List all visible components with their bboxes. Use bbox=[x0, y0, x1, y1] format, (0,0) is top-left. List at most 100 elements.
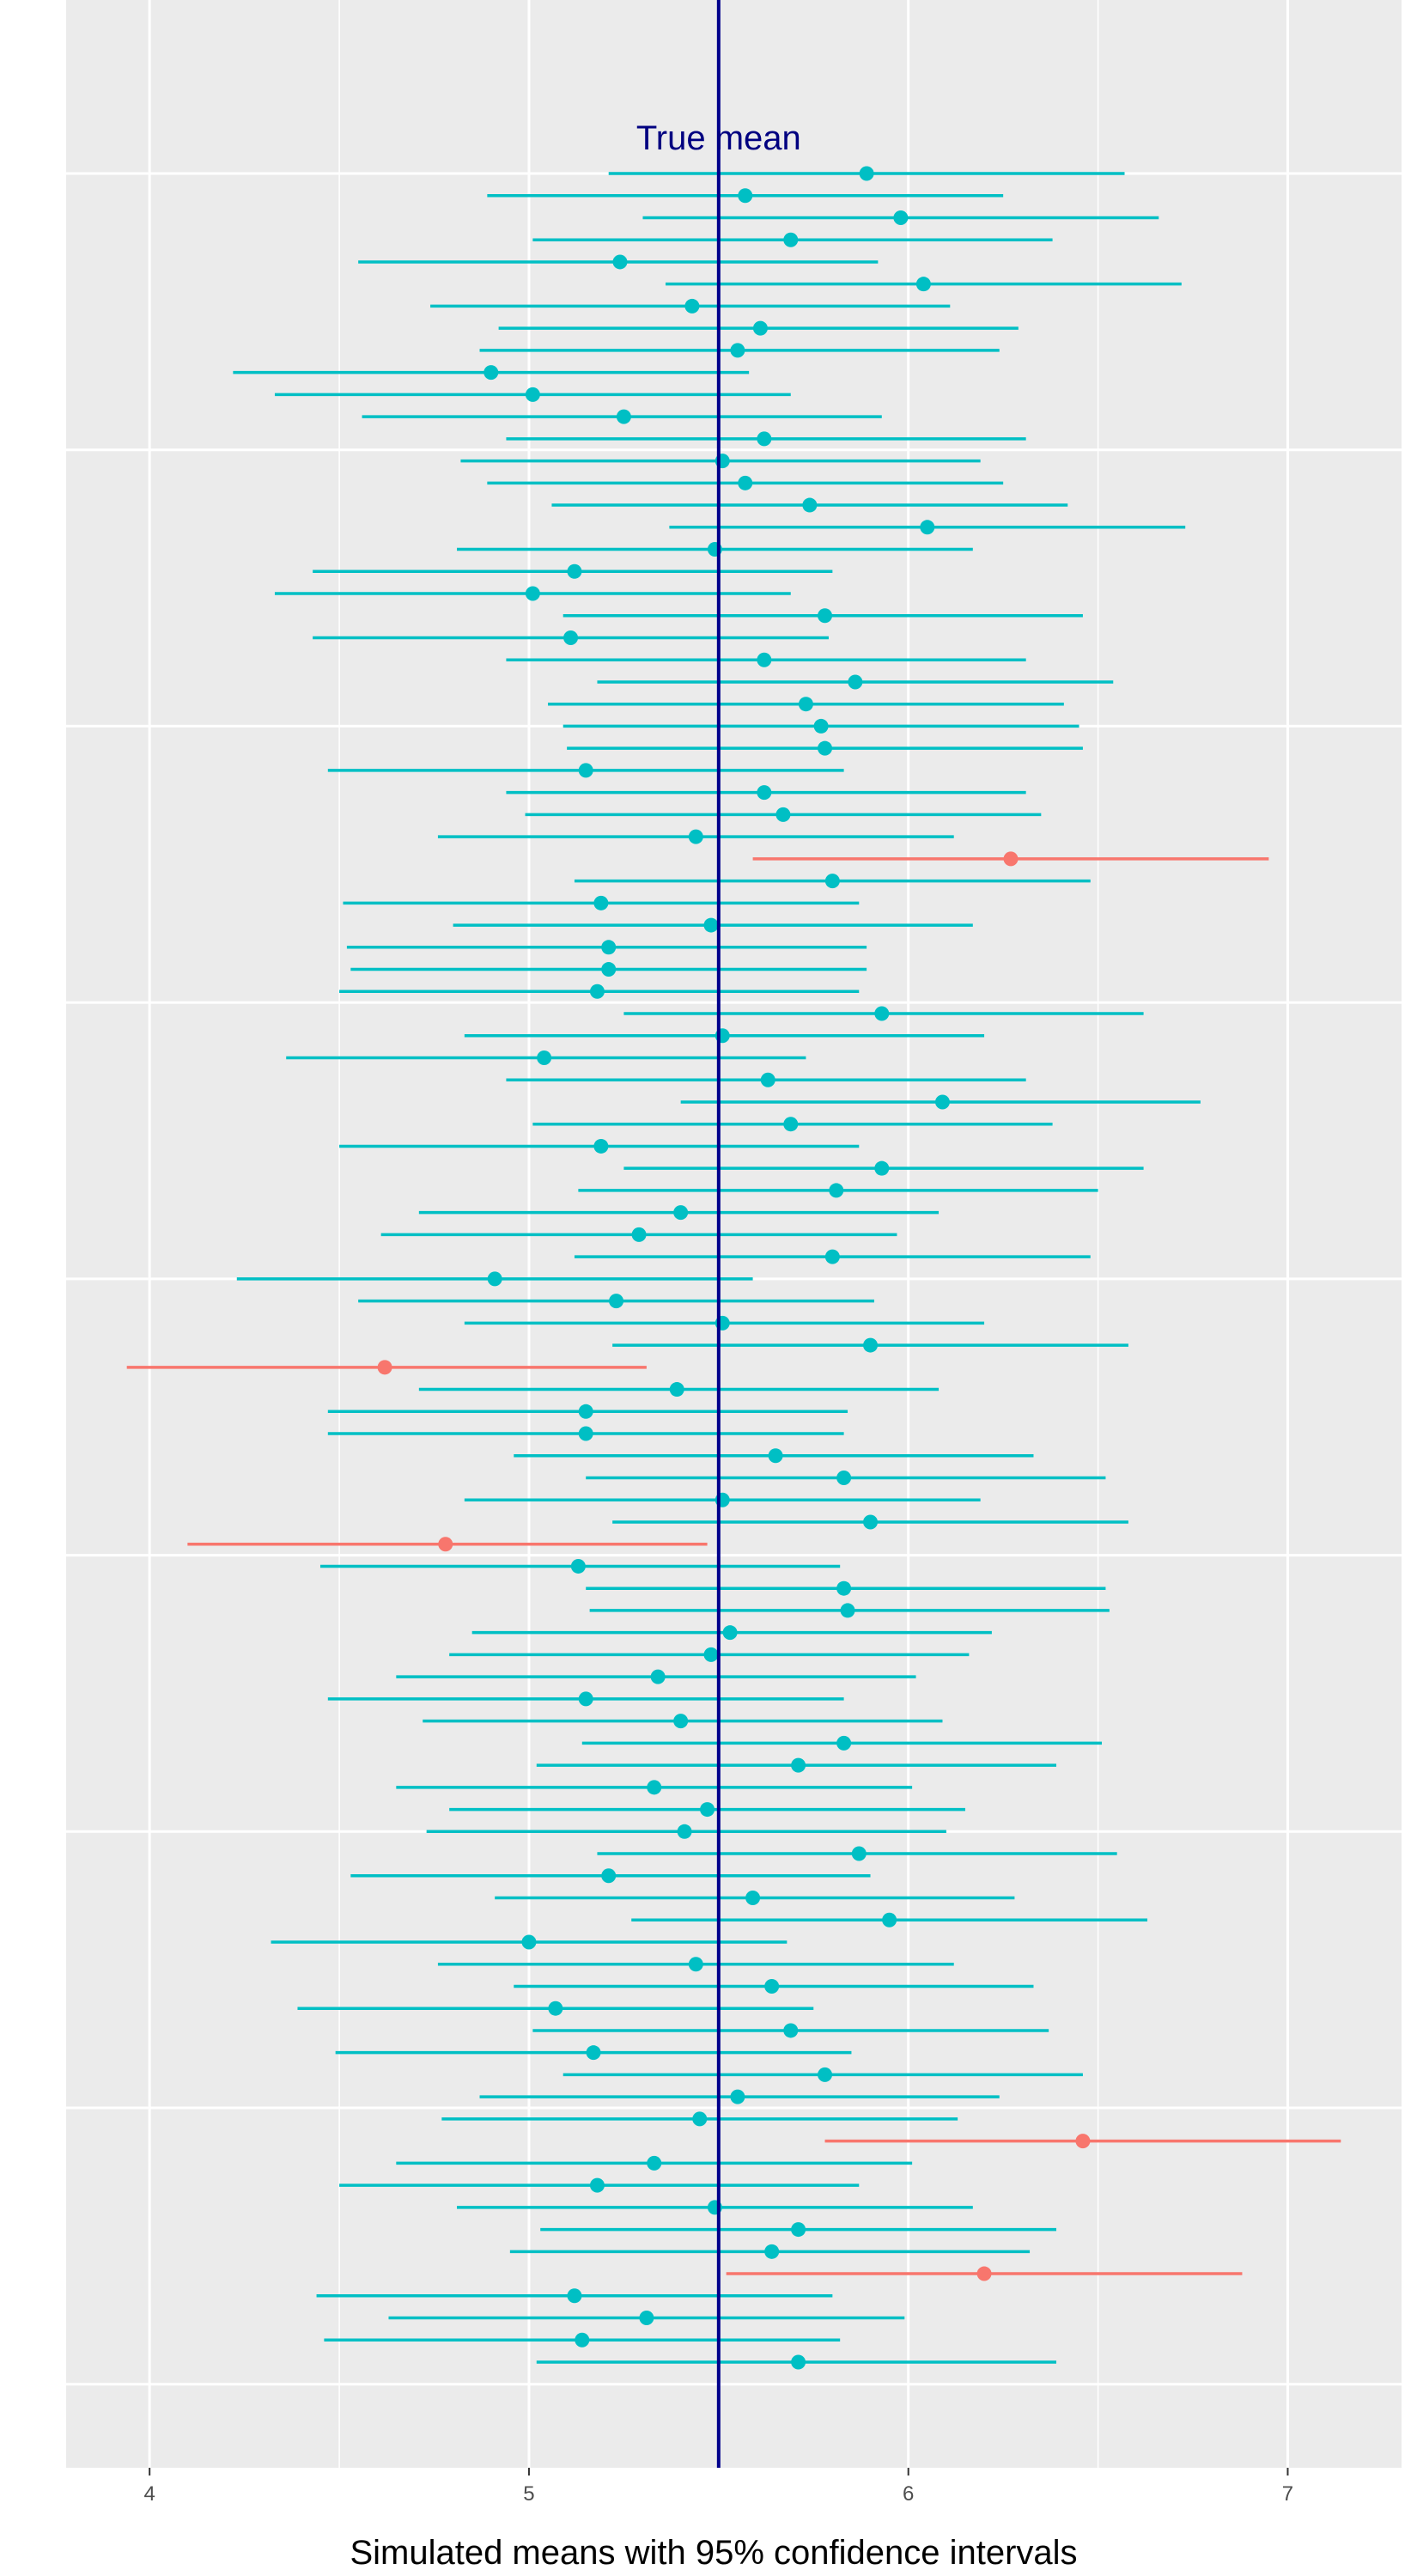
sample-mean-point bbox=[688, 829, 703, 844]
sample-mean-point bbox=[791, 1757, 806, 1773]
sample-mean-point bbox=[575, 2332, 590, 2348]
sample-mean-point bbox=[791, 2354, 806, 2370]
sample-mean-point bbox=[757, 652, 772, 667]
sample-mean-point bbox=[1003, 851, 1019, 867]
sample-mean-point bbox=[673, 1205, 689, 1221]
sample-mean-point bbox=[578, 1691, 593, 1707]
sample-mean-point bbox=[647, 1780, 662, 1795]
x-tick-label: 5 bbox=[523, 2482, 534, 2506]
sample-mean-point bbox=[601, 1868, 617, 1884]
sample-mean-point bbox=[818, 740, 833, 756]
sample-mean-point bbox=[601, 962, 617, 977]
sample-mean-point bbox=[738, 188, 753, 204]
sample-mean-point bbox=[813, 718, 829, 734]
sample-mean-point bbox=[548, 2001, 563, 2016]
sample-mean-point bbox=[525, 586, 540, 601]
sample-mean-point bbox=[863, 1514, 879, 1530]
sample-mean-point bbox=[757, 785, 772, 801]
sample-mean-point bbox=[570, 1558, 586, 1574]
sample-mean-point bbox=[874, 1160, 890, 1176]
sample-mean-point bbox=[700, 1802, 715, 1818]
sample-mean-point bbox=[764, 1978, 780, 1994]
sample-mean-point bbox=[722, 1625, 738, 1641]
sample-mean-point bbox=[601, 940, 617, 955]
sample-mean-point bbox=[915, 277, 931, 292]
sample-mean-point bbox=[783, 1117, 799, 1132]
sample-mean-point bbox=[673, 1714, 689, 1729]
sample-mean-point bbox=[609, 1294, 624, 1309]
sample-mean-point bbox=[616, 409, 631, 424]
sample-mean-point bbox=[764, 2244, 780, 2259]
sample-mean-point bbox=[586, 2045, 601, 2061]
sample-mean-point bbox=[563, 630, 579, 645]
sample-mean-point bbox=[589, 984, 605, 999]
sample-mean-point bbox=[612, 254, 628, 270]
sample-mean-point bbox=[647, 2155, 662, 2171]
sample-mean-point bbox=[976, 2266, 992, 2281]
x-tick-label: 6 bbox=[903, 2482, 914, 2506]
sample-mean-point bbox=[920, 520, 935, 535]
sample-mean-point bbox=[798, 697, 813, 712]
sample-mean-point bbox=[760, 1072, 775, 1087]
sample-mean-point bbox=[537, 1050, 552, 1065]
sample-mean-point bbox=[631, 1227, 647, 1242]
sample-mean-point bbox=[438, 1537, 453, 1552]
sample-mean-point bbox=[893, 210, 909, 225]
sample-mean-point bbox=[1075, 2134, 1091, 2149]
sample-mean-point bbox=[802, 497, 818, 513]
sample-mean-point bbox=[703, 917, 719, 933]
sample-mean-point bbox=[824, 874, 840, 889]
sample-mean-point bbox=[768, 1448, 783, 1464]
x-tick-label: 4 bbox=[144, 2482, 155, 2506]
sample-mean-point bbox=[840, 1603, 855, 1618]
sample-mean-point bbox=[818, 608, 833, 624]
sample-mean-point bbox=[684, 298, 700, 314]
sample-mean-point bbox=[730, 2089, 745, 2104]
sample-mean-point bbox=[783, 232, 799, 247]
x-tick-label: 7 bbox=[1282, 2482, 1293, 2506]
sample-mean-point bbox=[567, 2288, 582, 2304]
sample-mean-point bbox=[783, 2023, 799, 2038]
x-axis-title: Simulated means with 95% confidence inte… bbox=[350, 2534, 1077, 2572]
sample-mean-point bbox=[525, 387, 540, 402]
sample-mean-point bbox=[639, 2311, 654, 2326]
sample-mean-point bbox=[859, 166, 874, 181]
sample-mean-point bbox=[567, 563, 582, 579]
sample-mean-point bbox=[688, 1957, 703, 1972]
sample-mean-point bbox=[745, 1891, 761, 1906]
sample-mean-point bbox=[752, 320, 768, 336]
sample-mean-point bbox=[874, 1006, 890, 1021]
sample-mean-point bbox=[593, 1138, 609, 1154]
sample-mean-point bbox=[589, 2177, 605, 2193]
sample-mean-point bbox=[487, 1271, 502, 1287]
sample-mean-point bbox=[791, 2222, 806, 2238]
sample-mean-point bbox=[521, 1934, 537, 1950]
sample-mean-point bbox=[934, 1094, 950, 1110]
sample-mean-point bbox=[836, 1580, 852, 1596]
sample-mean-point bbox=[578, 1404, 593, 1419]
sample-mean-point bbox=[578, 1426, 593, 1441]
sample-mean-point bbox=[669, 1382, 684, 1398]
sample-mean-point bbox=[757, 431, 772, 447]
true-mean-label: True mean bbox=[636, 119, 801, 157]
sample-mean-point bbox=[677, 1824, 692, 1839]
sample-mean-point bbox=[851, 1846, 867, 1861]
sample-mean-point bbox=[377, 1360, 392, 1375]
sample-mean-point bbox=[824, 1249, 840, 1264]
sample-mean-point bbox=[738, 475, 753, 490]
sample-mean-point bbox=[692, 2111, 708, 2127]
sample-mean-point bbox=[483, 365, 499, 381]
reference-line-group: True mean bbox=[636, 0, 801, 2468]
sample-mean-point bbox=[829, 1183, 844, 1198]
sample-mean-point bbox=[836, 1471, 852, 1486]
sample-mean-point bbox=[836, 1735, 852, 1751]
sample-mean-point bbox=[863, 1337, 879, 1353]
x-axis: 4 5 6 7 bbox=[144, 2468, 1293, 2506]
interval-series bbox=[126, 166, 1341, 2370]
sample-mean-point bbox=[848, 674, 863, 690]
sample-mean-point bbox=[818, 2067, 833, 2082]
sample-mean-point bbox=[650, 1669, 666, 1684]
sample-mean-point bbox=[593, 895, 609, 910]
sample-mean-point bbox=[730, 343, 745, 358]
